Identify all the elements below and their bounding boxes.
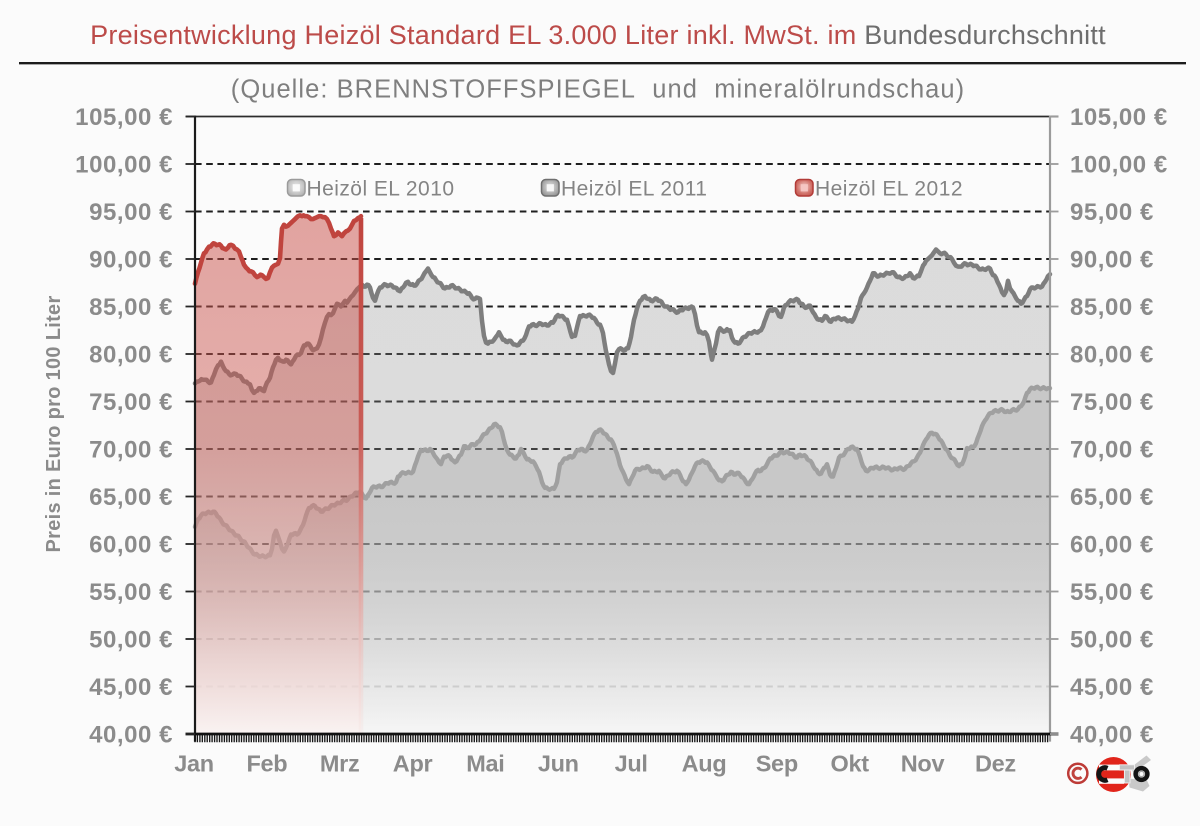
svg-text:(Quelle: BRENNSTOFFSPIEGEL un: (Quelle: BRENNSTOFFSPIEGEL und mineralöl… bbox=[231, 76, 965, 104]
svg-text:100,00 €: 100,00 € bbox=[75, 152, 173, 179]
svg-text:Dez: Dez bbox=[975, 751, 1016, 777]
svg-text:55,00 €: 55,00 € bbox=[1070, 579, 1154, 606]
svg-text:50,00 €: 50,00 € bbox=[1070, 627, 1154, 654]
svg-text:40,00 €: 40,00 € bbox=[1070, 722, 1154, 749]
svg-text:Feb: Feb bbox=[246, 751, 287, 777]
svg-text:45,00 €: 45,00 € bbox=[1070, 674, 1154, 701]
svg-text:105,00 €: 105,00 € bbox=[75, 104, 173, 131]
svg-text:Aug: Aug bbox=[682, 751, 727, 777]
svg-text:Nov: Nov bbox=[901, 751, 945, 777]
svg-text:60,00 €: 60,00 € bbox=[1070, 532, 1154, 559]
svg-text:75,00 €: 75,00 € bbox=[1070, 389, 1154, 416]
svg-text:40,00 €: 40,00 € bbox=[89, 722, 173, 749]
svg-text:80,00 €: 80,00 € bbox=[89, 342, 173, 369]
svg-text:70,00 €: 70,00 € bbox=[1070, 437, 1154, 464]
svg-text:105,00 €: 105,00 € bbox=[1070, 104, 1168, 131]
svg-text:Heizöl EL 2011: Heizöl EL 2011 bbox=[561, 178, 707, 201]
svg-text:Heizöl EL 2010: Heizöl EL 2010 bbox=[307, 178, 455, 201]
svg-text:Mrz: Mrz bbox=[320, 751, 360, 777]
svg-text:55,00 €: 55,00 € bbox=[89, 579, 173, 606]
svg-text:Sep: Sep bbox=[756, 751, 798, 777]
svg-text:Heizöl EL 2012: Heizöl EL 2012 bbox=[815, 178, 963, 201]
svg-text:Okt: Okt bbox=[831, 751, 870, 777]
svg-text:Jan: Jan bbox=[174, 751, 214, 777]
svg-text:Apr: Apr bbox=[393, 751, 433, 777]
svg-text:50,00 €: 50,00 € bbox=[89, 627, 173, 654]
svg-text:70,00 €: 70,00 € bbox=[89, 437, 173, 464]
svg-text:45,00 €: 45,00 € bbox=[89, 674, 173, 701]
svg-text:85,00 €: 85,00 € bbox=[1070, 294, 1154, 321]
svg-text:60,00 €: 60,00 € bbox=[89, 532, 173, 559]
svg-text:Preis in Euro pro 100 Liter: Preis in Euro pro 100 Liter bbox=[43, 295, 65, 552]
svg-text:90,00 €: 90,00 € bbox=[89, 247, 173, 274]
svg-text:Mai: Mai bbox=[466, 751, 504, 777]
svg-text:100,00 €: 100,00 € bbox=[1070, 152, 1168, 179]
svg-text:90,00 €: 90,00 € bbox=[1070, 247, 1154, 274]
svg-text:85,00 €: 85,00 € bbox=[89, 294, 173, 321]
svg-text:Preisentwicklung Heizöl Standa: Preisentwicklung Heizöl Standard EL 3.00… bbox=[90, 20, 1106, 50]
svg-text:80,00 €: 80,00 € bbox=[1070, 342, 1154, 369]
svg-text:65,00 €: 65,00 € bbox=[89, 484, 173, 511]
svg-text:65,00 €: 65,00 € bbox=[1070, 484, 1154, 511]
svg-text:Jun: Jun bbox=[538, 751, 579, 777]
svg-text:75,00 €: 75,00 € bbox=[89, 389, 173, 416]
svg-text:95,00 €: 95,00 € bbox=[89, 199, 173, 226]
svg-text:95,00 €: 95,00 € bbox=[1070, 199, 1154, 226]
svg-text:Jul: Jul bbox=[615, 751, 648, 777]
